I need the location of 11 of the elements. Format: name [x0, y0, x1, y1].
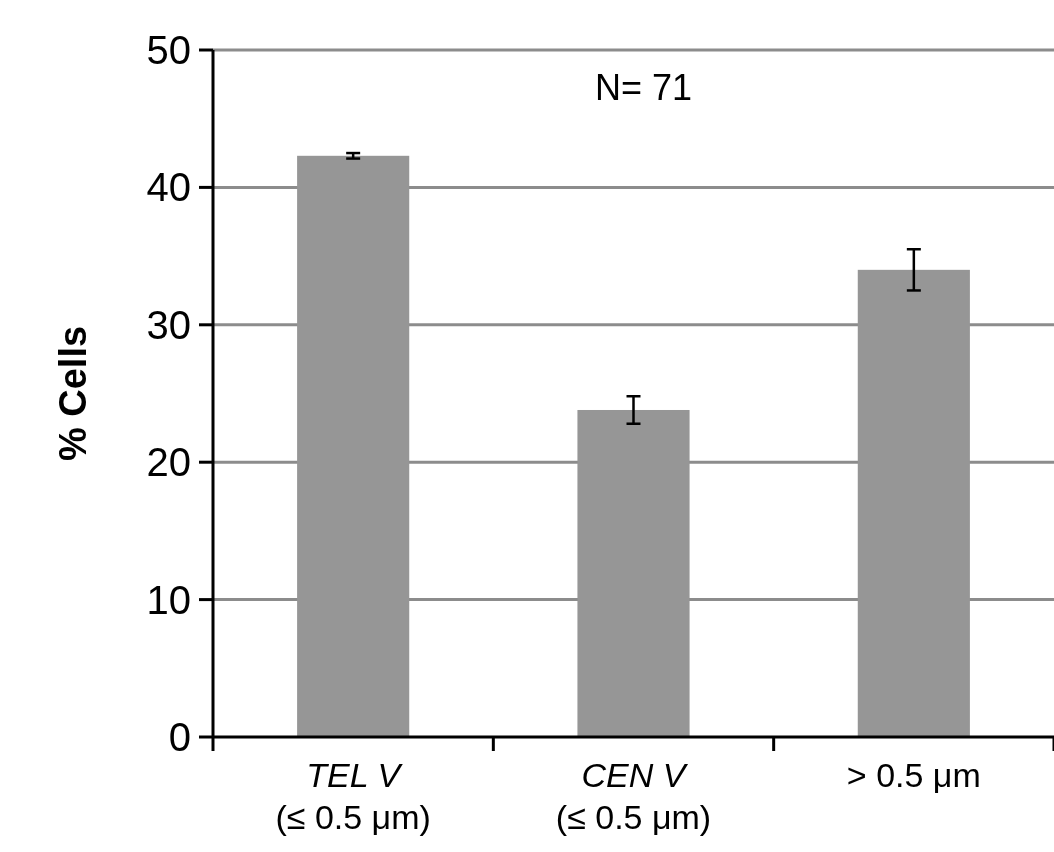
x-tick-label: > 0.5 μm	[846, 756, 981, 794]
y-axis-title: % Cells	[52, 325, 94, 462]
y-tick-label: 40	[146, 165, 191, 210]
y-tick-label: 0	[168, 715, 191, 759]
y-tick-label: 30	[146, 302, 191, 347]
annotation: N= 71	[594, 67, 693, 108]
y-tick-label: 50	[146, 28, 191, 72]
y-tick-label: 20	[146, 440, 191, 485]
x-tick-label: CEN V (≤ 0.5 μm)	[555, 756, 712, 836]
y-tick-label: 10	[146, 577, 191, 622]
x-tick-label: TEL V (≤ 0.5 μm)	[275, 756, 431, 836]
